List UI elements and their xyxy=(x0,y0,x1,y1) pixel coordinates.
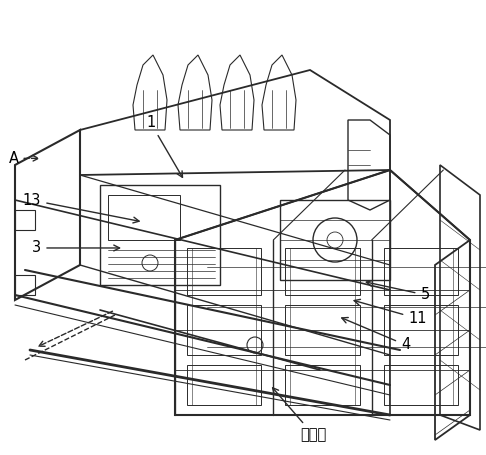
Text: 断路器: 断路器 xyxy=(273,388,327,442)
Text: 13: 13 xyxy=(23,193,139,223)
Text: 3: 3 xyxy=(32,241,120,255)
Text: 1: 1 xyxy=(146,116,183,177)
Text: A: A xyxy=(8,151,38,166)
Text: 4: 4 xyxy=(342,318,410,352)
Text: 5: 5 xyxy=(366,280,430,302)
Text: 11: 11 xyxy=(354,299,427,326)
